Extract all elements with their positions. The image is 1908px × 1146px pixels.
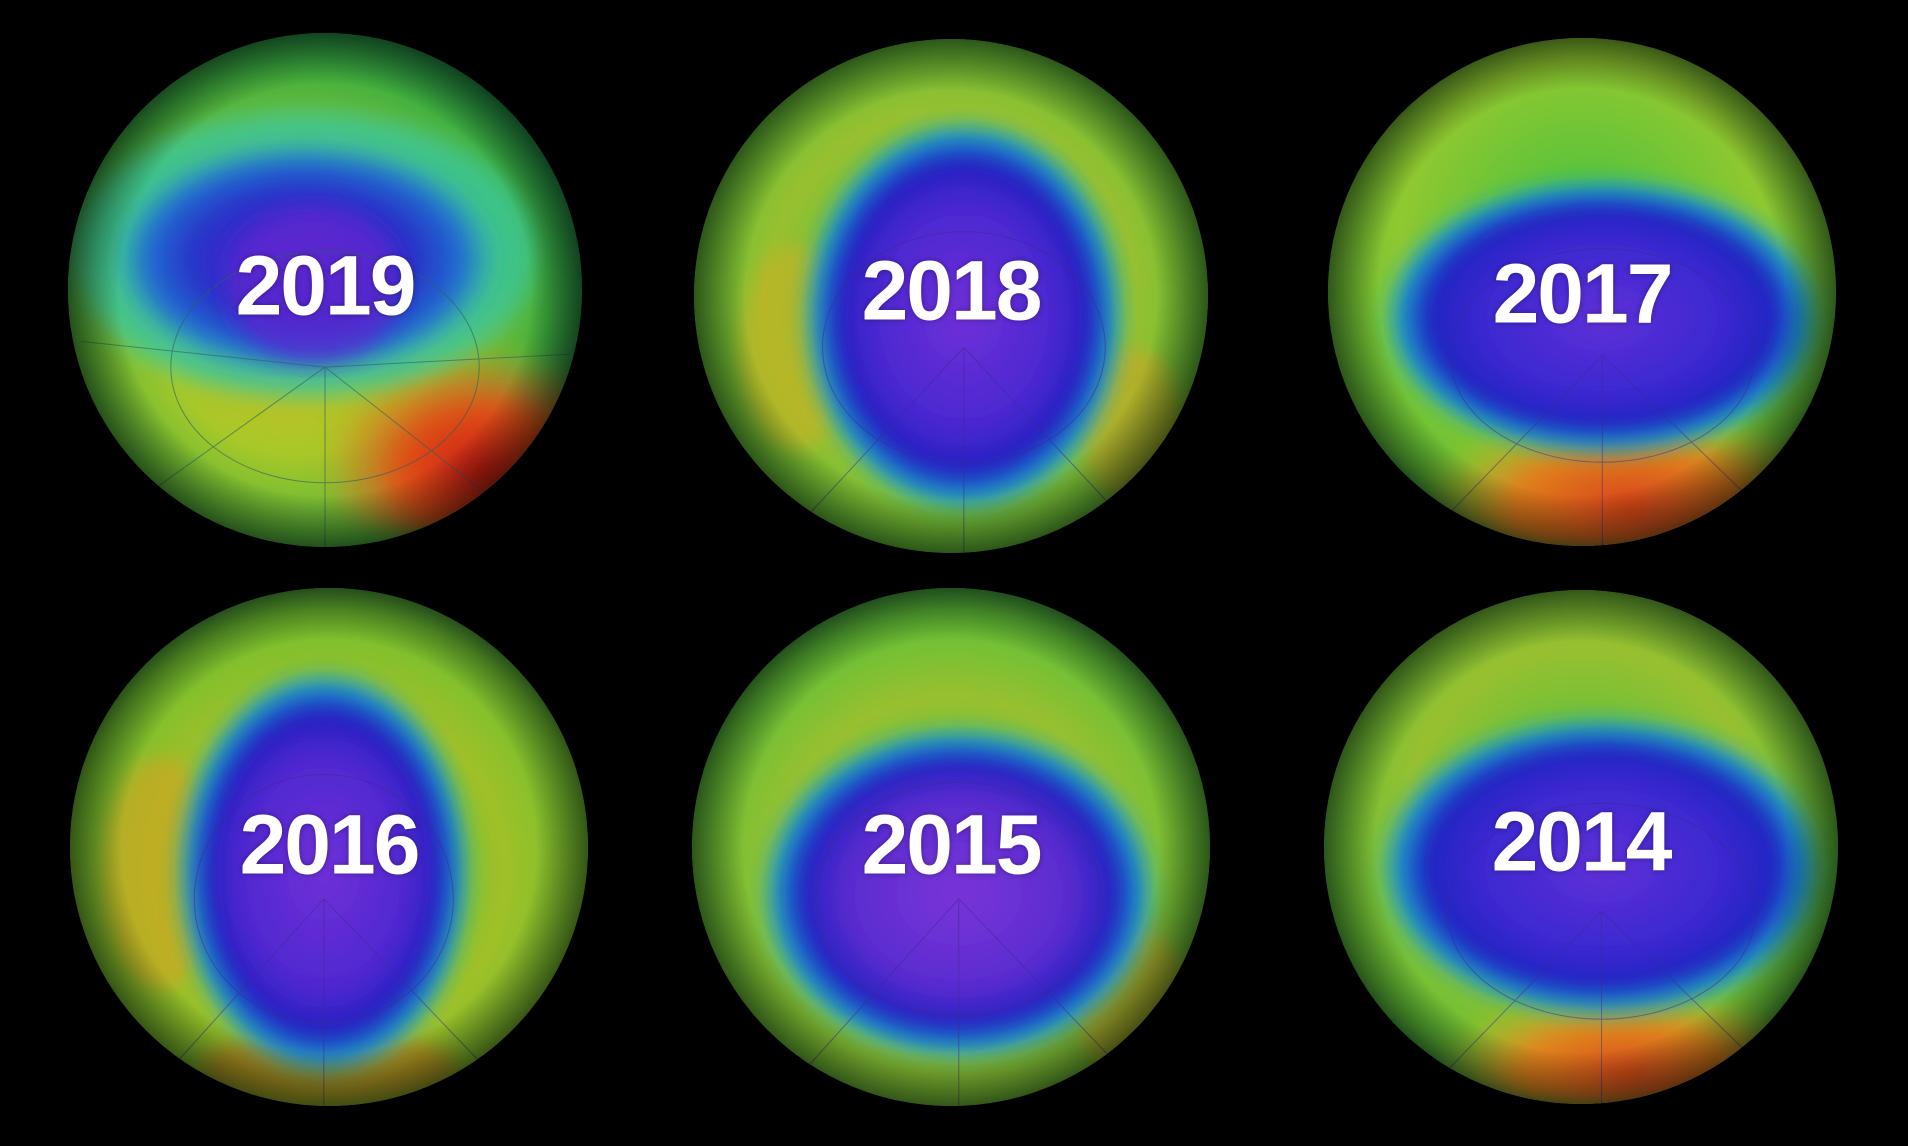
ozone-globe-2016: 2016 [70,588,588,1106]
ozone-globe-2019: 2019 [68,33,582,547]
ozone-globe-2017: 2017 [1328,38,1836,546]
ozone-globe-2018: 2018 [694,39,1208,553]
ozone-map-2015 [692,588,1210,1106]
ozone-map-2017 [1328,38,1836,546]
ozone-globe-2014: 2014 [1324,590,1838,1104]
ozone-globe-2015: 2015 [692,588,1210,1106]
ozone-map-2014 [1324,590,1838,1104]
ozone-map-2016 [70,588,588,1106]
ozone-map-2018 [694,39,1208,553]
ozone-map-2019 [68,33,582,547]
